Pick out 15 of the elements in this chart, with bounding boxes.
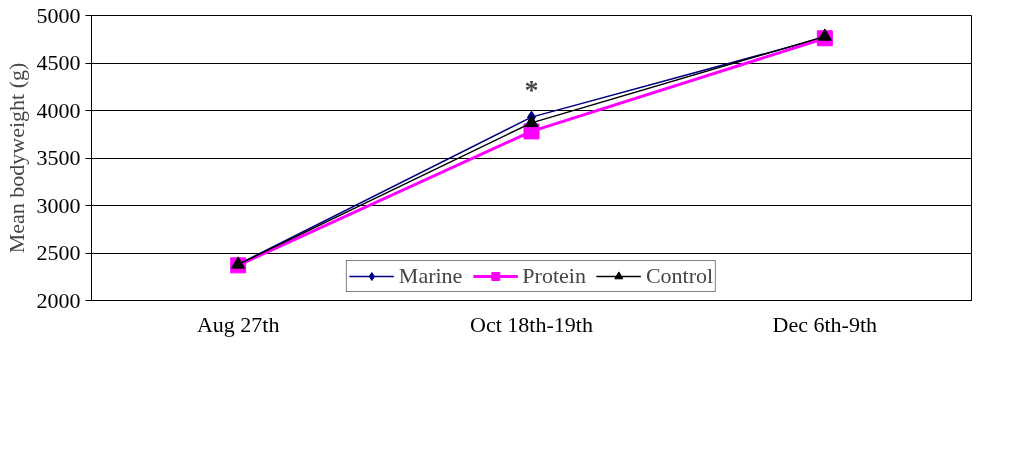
- y-tick-label: 4000: [36, 97, 81, 123]
- legend-label: Marine: [398, 263, 463, 289]
- legend-label: Control: [645, 263, 714, 289]
- y-tick-label: 4500: [36, 50, 81, 75]
- legend-label: Protein: [522, 263, 586, 289]
- y-axis-title: Mean bodyweight (g): [3, 62, 29, 254]
- x-tick-label: Dec 6th-9th: [772, 311, 878, 337]
- y-tick-label: 5000: [36, 2, 81, 28]
- x-tick-label: Aug 27th: [196, 311, 280, 337]
- x-tick-label: Oct 18th-19th: [470, 311, 593, 337]
- annotation: *: [524, 73, 539, 105]
- y-tick-label: 2000: [36, 287, 81, 313]
- y-tick-label: 3000: [36, 192, 81, 218]
- y-tick-label: 3500: [36, 145, 81, 170]
- y-tick-label: 2500: [36, 240, 81, 265]
